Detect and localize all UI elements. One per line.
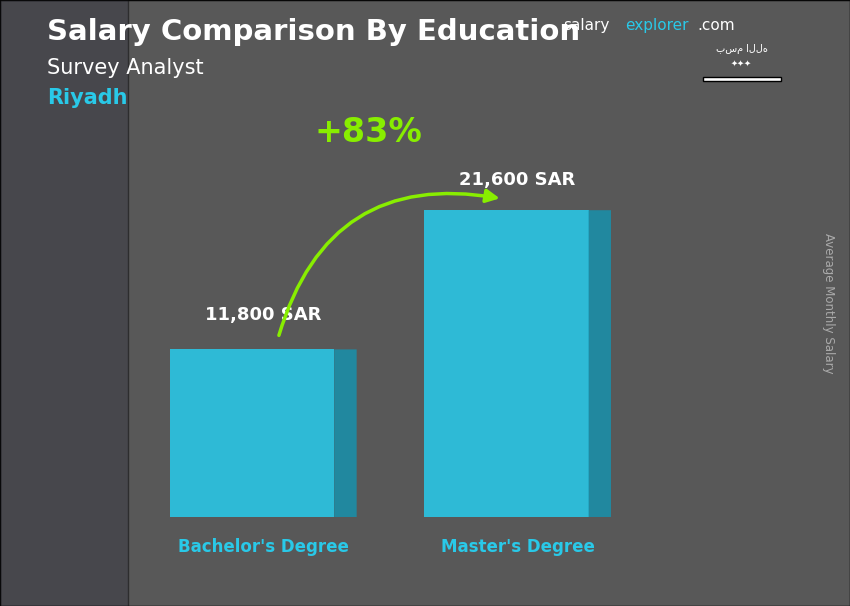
- Polygon shape: [424, 210, 588, 517]
- Text: Riyadh: Riyadh: [47, 88, 128, 108]
- Text: 11,800 SAR: 11,800 SAR: [205, 306, 321, 324]
- Polygon shape: [334, 350, 357, 517]
- Text: Bachelor's Degree: Bachelor's Degree: [178, 538, 348, 556]
- Text: Master's Degree: Master's Degree: [440, 538, 594, 556]
- Text: بسم الله: بسم الله: [716, 44, 768, 54]
- Polygon shape: [588, 210, 611, 517]
- Text: salary: salary: [563, 18, 609, 33]
- Text: .com: .com: [698, 18, 735, 33]
- Text: 21,600 SAR: 21,600 SAR: [459, 171, 575, 189]
- Text: Salary Comparison By Education: Salary Comparison By Education: [47, 18, 580, 46]
- Polygon shape: [170, 350, 334, 517]
- Text: ✦✦✦: ✦✦✦: [731, 58, 752, 67]
- FancyBboxPatch shape: [702, 77, 780, 81]
- Text: explorer: explorer: [626, 18, 689, 33]
- Text: +83%: +83%: [314, 116, 422, 148]
- FancyBboxPatch shape: [0, 0, 128, 606]
- Text: Survey Analyst: Survey Analyst: [47, 58, 203, 78]
- Text: Average Monthly Salary: Average Monthly Salary: [822, 233, 836, 373]
